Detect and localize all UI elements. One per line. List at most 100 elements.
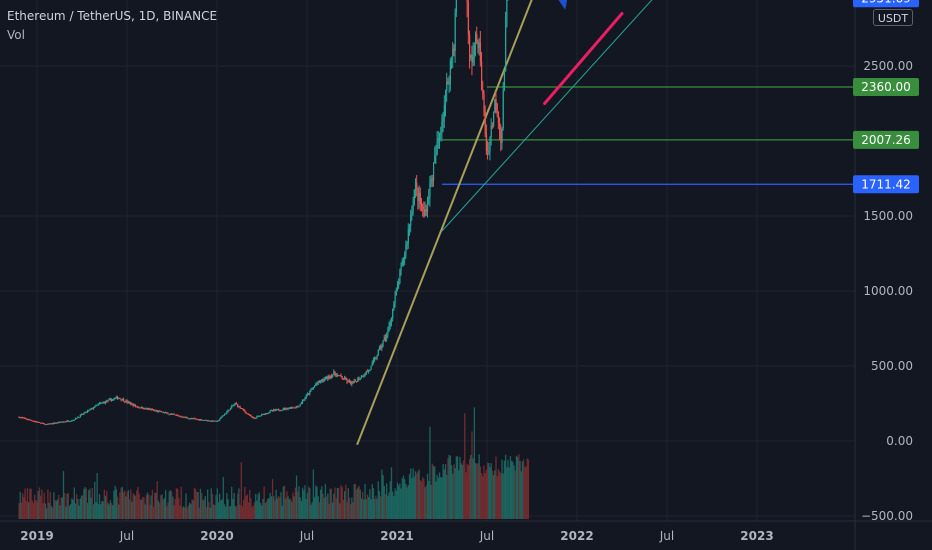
- volume-bar: [68, 505, 71, 519]
- price-axis[interactable]: 5500.005000.004500.003500.002500.001500.…: [861, 0, 913, 523]
- currency-button[interactable]: USDT: [873, 9, 913, 26]
- volume-indicator-label[interactable]: Vol: [7, 28, 25, 42]
- volume-bar: [485, 469, 488, 519]
- candle-body: [82, 414, 84, 416]
- candle-body: [483, 93, 485, 112]
- candle-body: [42, 422, 44, 424]
- volume-bar: [428, 480, 430, 519]
- candle-body: [157, 410, 160, 412]
- time-axis[interactable]: 2019 Jul 2020 Jul 2021 Jul 2022 Jul 2023: [20, 529, 773, 543]
- candle-body: [305, 395, 307, 399]
- candle-body: [330, 376, 333, 378]
- candle-body: [161, 411, 163, 413]
- candle-body: [28, 419, 30, 421]
- candle-body: [143, 408, 145, 410]
- candle-body: [496, 103, 498, 112]
- volume-bar: [124, 490, 126, 519]
- volume-bar: [449, 455, 452, 519]
- volume-bar: [520, 471, 522, 519]
- volume-bar: [201, 493, 203, 519]
- candle-body: [141, 406, 143, 409]
- candle-body: [178, 415, 180, 417]
- trend-line: [356, 0, 533, 445]
- volume-bar: [247, 502, 250, 519]
- volume-bar: [216, 488, 218, 519]
- candle-body: [288, 407, 291, 409]
- volume-bar: [312, 469, 315, 519]
- candle-body: [426, 198, 429, 212]
- candle-body: [448, 83, 450, 85]
- candle-body: [58, 422, 60, 424]
- price-level-badge: [853, 78, 919, 96]
- candle-body: [256, 416, 258, 418]
- candle-body: [414, 182, 417, 190]
- volume-bar: [484, 473, 486, 519]
- volume-bar: [174, 499, 176, 519]
- candle-body: [244, 410, 246, 412]
- candle-body: [341, 377, 343, 380]
- volume-bar: [348, 497, 351, 519]
- volume-bar: [343, 491, 346, 519]
- candle-body: [476, 34, 478, 43]
- candle-body: [84, 411, 86, 414]
- volume-bar: [268, 498, 270, 519]
- candle-body: [326, 376, 328, 380]
- candle-body: [386, 334, 388, 339]
- candle-body: [62, 421, 65, 423]
- volume-bar: [34, 494, 36, 519]
- candle-body: [216, 420, 218, 422]
- volume-bar: [285, 498, 287, 519]
- candle-body: [259, 415, 262, 417]
- volume-bar: [510, 460, 513, 519]
- candle-body: [383, 337, 385, 341]
- candle-body: [389, 322, 391, 326]
- candle-body: [47, 424, 49, 426]
- volume-bar: [30, 488, 32, 519]
- volume-bar: [18, 503, 20, 519]
- volume-bar: [327, 493, 329, 519]
- volume-bar: [461, 464, 464, 519]
- candle-body: [237, 404, 239, 407]
- volume-bar: [72, 499, 74, 519]
- volume-bar: [48, 502, 50, 519]
- candle-body: [52, 423, 54, 425]
- candle-body: [226, 411, 228, 414]
- volume-bar: [299, 497, 301, 519]
- volume-bar: [471, 431, 473, 519]
- volume-bar: [59, 505, 61, 519]
- volume-bar: [456, 456, 459, 519]
- volume-bar: [495, 456, 497, 519]
- candle-body: [142, 406, 144, 409]
- volume-bar: [131, 501, 133, 519]
- volume-bar: [496, 476, 498, 519]
- candle-body: [396, 285, 399, 290]
- candle-body: [357, 378, 359, 382]
- candle-body: [410, 214, 412, 226]
- candle-body: [43, 423, 45, 425]
- candle-body: [113, 398, 115, 400]
- candle-body: [392, 309, 394, 319]
- volume-bar: [393, 496, 395, 519]
- candle-body: [246, 413, 248, 415]
- candle-body: [404, 254, 406, 260]
- candle-body: [271, 410, 274, 412]
- trend-line: [543, 12, 624, 105]
- candle-body: [169, 413, 172, 415]
- candle-body: [118, 398, 120, 400]
- volume-bar: [139, 499, 142, 519]
- volume-bar: [133, 494, 136, 519]
- volume-bar: [370, 499, 372, 519]
- volume-bar: [116, 496, 119, 519]
- time-axis-label: Jul: [659, 529, 674, 543]
- volume-bar: [467, 465, 470, 519]
- candle-body: [187, 418, 190, 420]
- candle-body: [380, 346, 382, 349]
- volume-bar: [191, 499, 193, 519]
- volume-bar: [257, 494, 259, 519]
- volume-bar: [97, 503, 99, 519]
- symbol-title[interactable]: Ethereum / TetherUS, 1D, BINANCE: [7, 9, 218, 23]
- candle-body: [29, 419, 31, 421]
- volume-bar: [521, 461, 524, 519]
- volume-bar: [425, 485, 427, 519]
